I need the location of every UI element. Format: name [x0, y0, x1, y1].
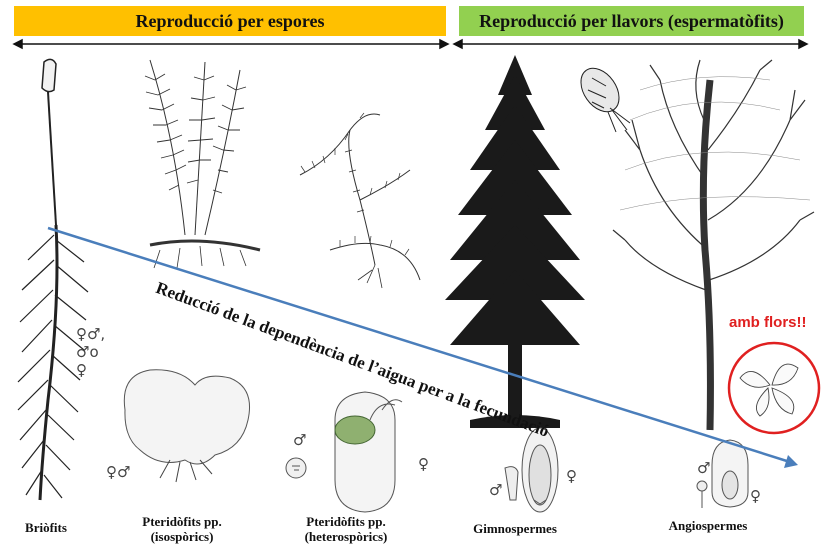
seeds-range-arrow [452, 38, 809, 50]
megagametophyte-illustration [334, 391, 403, 513]
clubmoss-illustration [299, 112, 421, 289]
prothallus-illustration [123, 369, 250, 483]
seeds-header: Reproducció per llavors (espermatòfits) [459, 6, 804, 36]
pine-tree-illustration [445, 55, 585, 428]
group-label-angiosperms: Angiospermes [648, 518, 768, 533]
heterosporic-male-symbol: ♂ [293, 431, 307, 449]
fern-illustration [144, 59, 261, 269]
group-label-bryophytes: Briòfits [6, 520, 86, 535]
spores-range-arrow [12, 38, 450, 50]
group-name: Pteridòfits pp. [306, 514, 386, 529]
water-dependence-arrow [47, 226, 798, 468]
microspore-illustration [285, 457, 307, 479]
group-name: Pteridòfits pp. [142, 514, 222, 529]
seeds-header-label: Reproducció per llavors (espermatòfits) [479, 10, 784, 31]
gymnosperm-ovule-illustration [521, 427, 559, 513]
group-name: Briòfits [25, 520, 67, 535]
gymnosperm-male-symbol: ♂ [489, 481, 503, 499]
angiosperm-ovule-illustration [711, 439, 749, 508]
moss-illustration [17, 58, 89, 501]
pollen-tube-illustration [504, 466, 519, 501]
pine-cone-illustration [580, 67, 631, 133]
isosporic-symbols: ♀♂ [106, 463, 131, 481]
gymnosperm-female-symbol: ♀ [566, 467, 577, 485]
angiosperm-male-symbol: ♂ [697, 459, 711, 477]
spores-header: Reproducció per espores [14, 6, 446, 36]
group-label-heterosporic: Pteridòfits pp. (heterospòrics) [276, 514, 416, 544]
group-name: Gimnospermes [473, 521, 557, 536]
group-subtitle: (heterospòrics) [304, 529, 388, 544]
bryophyte-symbols-1: ♀♂, [76, 325, 106, 343]
angiosperm-female-symbol: ♀ [750, 487, 761, 505]
bryophyte-symbols-2: ♂o [76, 343, 99, 361]
group-label-isosporic: Pteridòfits pp. (isospòrics) [112, 514, 252, 544]
deciduous-tree-illustration [612, 59, 815, 431]
bryophyte-symbols-3: ♀ [76, 361, 87, 379]
spores-header-label: Reproducció per espores [135, 10, 325, 31]
heterosporic-female-symbol: ♀ [418, 455, 429, 473]
group-subtitle: (isospòrics) [150, 529, 214, 544]
group-name: Angiospermes [668, 518, 748, 533]
flowers-note: amb flors!! [729, 314, 807, 331]
pollen-grain-illustration [696, 480, 708, 508]
group-label-gymnosperms: Gimnospermes [455, 521, 575, 536]
flower-highlight [727, 341, 821, 435]
